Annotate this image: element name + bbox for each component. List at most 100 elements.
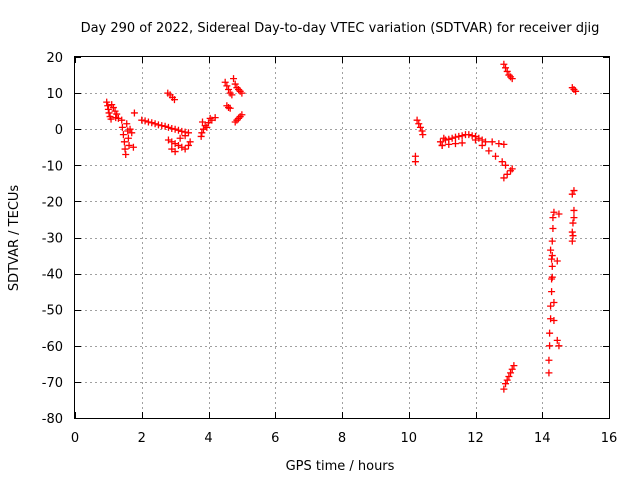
data-point	[570, 214, 578, 222]
y-tick-label: -70	[42, 376, 63, 391]
y-tick-label: -30	[42, 232, 63, 247]
data-point	[548, 273, 556, 281]
data-point	[230, 75, 238, 83]
y-tick-label: -50	[42, 304, 63, 319]
data-point	[553, 336, 561, 344]
data-point	[228, 91, 236, 99]
data-point	[181, 132, 189, 140]
data-point	[178, 127, 186, 135]
y-axis-label: SDTVAR / TECUs	[7, 185, 22, 292]
data-point	[445, 140, 453, 148]
data-point	[121, 145, 129, 153]
data-point	[186, 138, 194, 146]
data-point	[413, 116, 421, 124]
data-point	[181, 145, 189, 153]
y-tick-label: 0	[55, 123, 63, 138]
data-point	[495, 140, 503, 148]
data-point	[455, 132, 463, 140]
data-point	[485, 147, 493, 155]
data-point	[198, 129, 206, 137]
data-point	[458, 139, 466, 147]
y-tick-label: 20	[46, 51, 63, 66]
data-point	[151, 120, 159, 128]
data-point	[441, 136, 449, 144]
data-point	[171, 125, 179, 133]
data-point	[104, 102, 112, 110]
data-point	[238, 89, 246, 97]
data-point	[122, 150, 130, 158]
data-point	[549, 224, 557, 232]
data-point	[503, 170, 511, 178]
data-point	[550, 317, 558, 325]
data-point	[438, 141, 446, 149]
data-point	[176, 134, 184, 142]
data-point	[500, 60, 508, 68]
data-points	[103, 60, 580, 393]
data-point	[502, 161, 510, 169]
y-tick-label: -10	[42, 159, 63, 174]
data-point	[238, 111, 246, 119]
data-point	[507, 369, 515, 377]
y-tick-label: -20	[42, 195, 63, 210]
data-point	[451, 140, 459, 148]
y-tick-label: -80	[42, 412, 63, 427]
data-point	[465, 131, 473, 139]
data-point	[500, 140, 508, 148]
data-point	[415, 120, 423, 128]
data-point	[144, 118, 152, 126]
x-tick-label: 12	[467, 431, 484, 446]
data-point	[123, 120, 131, 128]
data-point	[158, 122, 166, 130]
x-tick-label: 14	[534, 431, 551, 446]
data-point	[223, 82, 231, 90]
x-tick-label: 0	[71, 431, 79, 446]
x-tick-labels: 0 2 4 6 8 10 12 14 16	[71, 431, 617, 446]
data-point	[231, 80, 239, 88]
y-tick-label: -40	[42, 268, 63, 283]
data-point	[555, 210, 563, 218]
data-point	[492, 152, 500, 160]
data-point	[211, 114, 219, 122]
plot-frame	[74, 56, 610, 419]
data-point	[120, 138, 128, 146]
data-point	[419, 131, 427, 139]
x-tick-label: 4	[204, 431, 212, 446]
data-point	[113, 110, 121, 118]
data-point	[548, 255, 556, 263]
data-point	[221, 78, 229, 86]
data-point	[128, 129, 136, 137]
data-point	[448, 134, 456, 142]
data-point	[107, 115, 115, 123]
data-point	[472, 136, 479, 144]
data-point	[184, 141, 192, 149]
data-point	[545, 356, 553, 364]
data-point	[468, 132, 476, 140]
x-tick-label: 10	[400, 431, 417, 446]
data-point	[555, 342, 563, 350]
data-point	[174, 126, 182, 134]
data-point	[124, 134, 132, 142]
data-point	[138, 116, 146, 124]
data-point	[548, 237, 556, 245]
data-point	[198, 118, 206, 126]
y-tick-label: -60	[42, 340, 63, 355]
data-point	[508, 75, 516, 83]
data-point	[548, 252, 556, 260]
data-point	[570, 206, 578, 214]
data-point	[569, 219, 577, 227]
data-point	[105, 109, 113, 117]
data-point	[546, 342, 554, 350]
data-point	[498, 158, 506, 166]
data-point	[548, 288, 556, 296]
data-point	[125, 141, 133, 149]
y-tick-labels: 20 10 0 -10 -20 -30 -40 -50 -60 -70 -80	[42, 51, 63, 427]
data-point	[141, 117, 149, 125]
data-point	[482, 138, 490, 146]
data-point	[129, 143, 137, 151]
data-point	[203, 123, 211, 131]
data-point	[416, 123, 424, 131]
grid-lines	[75, 57, 609, 418]
data-point	[488, 138, 496, 146]
data-point	[478, 141, 486, 149]
data-point	[548, 262, 556, 270]
